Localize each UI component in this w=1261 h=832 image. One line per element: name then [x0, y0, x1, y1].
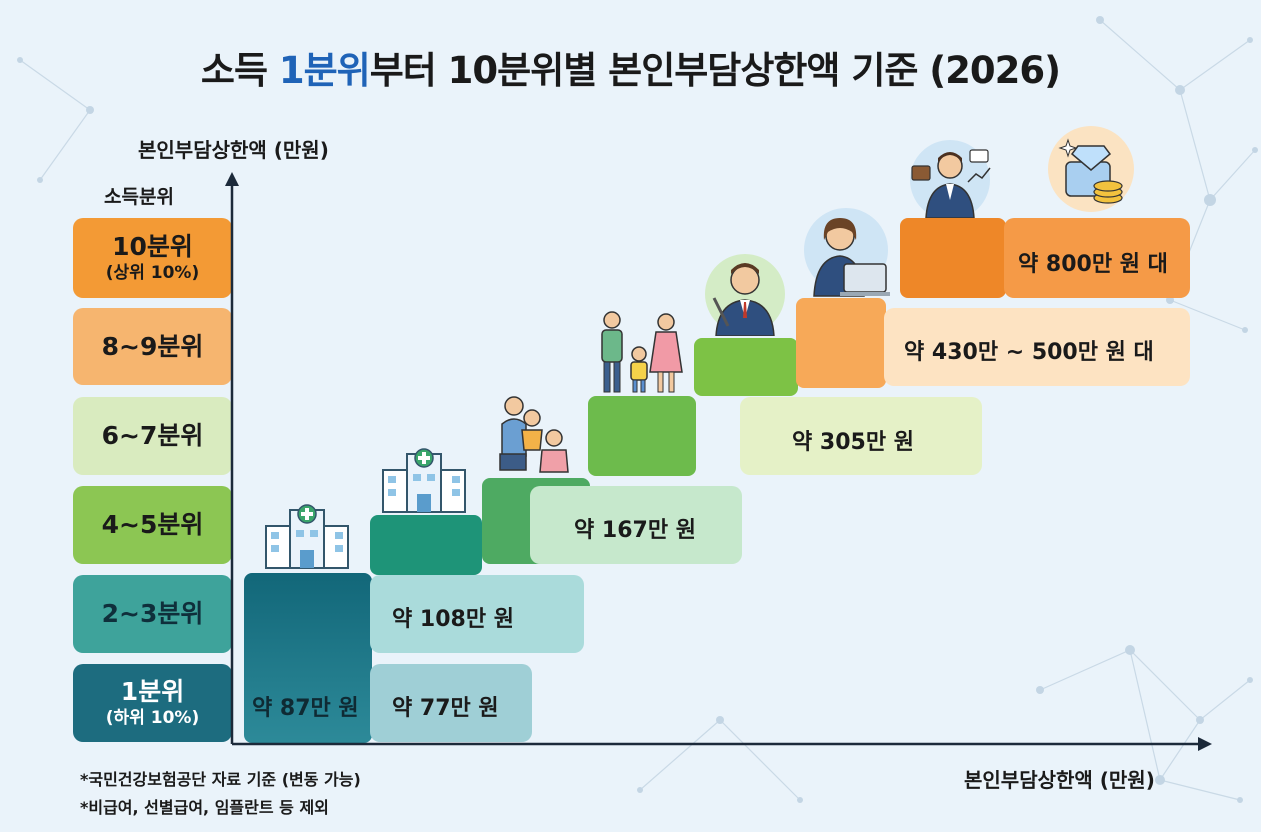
band-10: [1004, 218, 1190, 298]
footnote-exclusion: *비급여, 선별급여, 임플란트 등 제외: [80, 798, 329, 817]
data-label-2-3: 약 108만 원: [392, 607, 514, 632]
family-icon: [601, 311, 683, 393]
x-axis-label: 본인부담상한액 (만원): [964, 768, 1155, 792]
band-4-5: [530, 486, 742, 564]
chart-step-4: [588, 396, 696, 476]
data-label-10: 약 800만 원 대: [1018, 252, 1168, 277]
data-label-4-5: 약 167만 원: [574, 518, 696, 543]
tier-label-6-7: 6~7분위: [73, 397, 232, 475]
tier-label-2-3: 2~3분위: [73, 575, 232, 653]
tier-column-header: 소득분위: [104, 186, 174, 208]
data-label-6-7: 약 305만 원: [792, 430, 914, 455]
professional-man-icon: [705, 254, 785, 336]
tier-label-8-9: 8~9분위: [73, 308, 232, 385]
chart-step-6: [796, 298, 886, 388]
page-title: 소득 1분위부터 10분위별 본인부담상한액 기준 (2026): [200, 49, 1061, 92]
chart-step-2: [370, 515, 482, 575]
footnote-source: *국민건강보험공단 자료 기준 (변동 가능): [80, 770, 361, 789]
tier-label-4-5: 4~5분위: [73, 486, 232, 564]
hospital-icon: [382, 448, 466, 513]
office-woman-icon: [804, 208, 890, 297]
data-label-1-extra: 약 77만 원: [392, 696, 499, 721]
y-axis-label: 본인부담상한액 (만원): [138, 138, 329, 162]
band-6-7: [740, 397, 982, 475]
wealth-gems-icon: [1048, 126, 1134, 212]
band-2-3: [370, 575, 584, 653]
chart-step-7: [900, 218, 1006, 298]
hospital-icon: [265, 504, 349, 569]
band-1-extra: [370, 664, 532, 742]
tier-label-1: 1분위 (하위 10%): [73, 664, 232, 742]
tier-label-10: 10분위 (상위 10%): [73, 218, 232, 298]
parent-child-icon: [499, 396, 569, 473]
data-label-1: 약 87만 원: [252, 696, 359, 721]
chart-step-5: [694, 338, 798, 396]
businessman-icon: [910, 140, 991, 218]
chart-step-1: [244, 573, 372, 743]
band-8-9: [884, 308, 1190, 386]
data-label-8-9: 약 430만 ~ 500만 원 대: [904, 340, 1154, 365]
